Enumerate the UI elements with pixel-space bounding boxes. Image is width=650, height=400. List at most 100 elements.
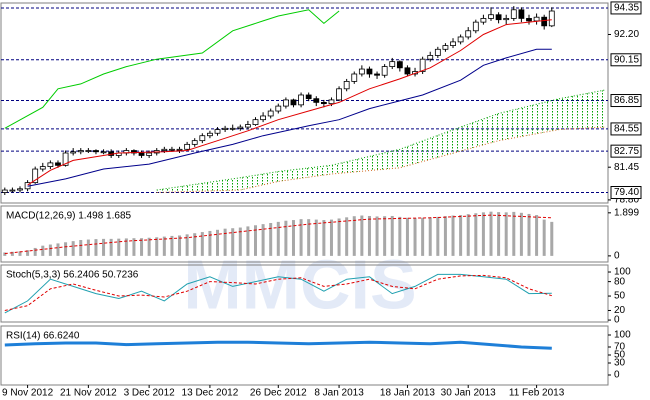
candle-body <box>533 16 540 22</box>
indicator-line <box>4 9 340 129</box>
histogram-bar <box>299 219 303 256</box>
candle-body <box>199 135 206 142</box>
level-box <box>610 94 642 108</box>
candle-body <box>176 148 183 151</box>
histogram-bar <box>443 216 447 256</box>
candle-body <box>260 115 266 121</box>
x-tick-label: 26 Dec 2012 <box>250 388 307 399</box>
histogram-bar <box>542 219 546 256</box>
y-tick-label: 30 <box>614 358 626 369</box>
histogram-bar <box>512 211 516 256</box>
histogram-bar <box>337 218 341 256</box>
candle-body <box>207 132 213 137</box>
histogram-bar <box>10 251 14 256</box>
level-label: 82.75 <box>614 146 639 157</box>
candle-body <box>1 189 8 193</box>
candle-body <box>17 188 23 191</box>
y-tick-label: 78.80 <box>614 195 639 206</box>
candle-body <box>548 10 555 27</box>
histogram-bar <box>185 234 189 256</box>
y-tick-label: 81.45 <box>614 162 639 173</box>
candle-body <box>100 151 107 154</box>
candle-body <box>214 129 221 134</box>
histogram-bar <box>170 235 174 256</box>
y-tick-label: 92.20 <box>614 29 639 40</box>
y-tick-label: 20 <box>614 305 626 316</box>
histogram-bar <box>535 215 539 256</box>
histogram-bar <box>413 218 417 256</box>
candle-body <box>320 101 327 105</box>
panel-frame <box>0 2 609 204</box>
candle-body <box>427 55 434 60</box>
candle-body <box>282 99 289 107</box>
indicator-line <box>4 273 552 314</box>
panel-frame <box>0 205 609 263</box>
histogram-bar <box>519 212 523 256</box>
histogram-bar <box>428 217 432 256</box>
candle-body <box>472 21 479 32</box>
candle-body <box>138 152 145 156</box>
panel-title: Stoch(5,3,3) 56.2406 50.7236 <box>6 270 139 281</box>
candle-body <box>85 150 92 152</box>
candle-body <box>389 61 396 67</box>
y-tick-label: 100 <box>614 267 631 278</box>
histogram-bar <box>261 224 265 256</box>
x-tick-label: 9 Nov 2012 <box>2 388 54 399</box>
candle-body <box>275 105 282 112</box>
panel-title: RSI(14) 66.6240 <box>6 331 80 342</box>
histogram-bar <box>231 228 235 256</box>
histogram-bar <box>155 237 159 256</box>
histogram-bar <box>421 217 425 256</box>
histogram-bar <box>474 213 478 256</box>
indicator-line <box>27 48 552 187</box>
histogram-bar <box>216 229 220 256</box>
y-tick-label: 80 <box>614 276 626 287</box>
candle-body <box>222 127 229 130</box>
histogram-bar <box>79 240 83 256</box>
candle-body <box>358 68 365 75</box>
candle-body <box>366 68 373 75</box>
histogram-bar <box>33 247 37 256</box>
histogram-bar <box>102 238 106 256</box>
candle-body <box>70 151 77 154</box>
candle-body <box>313 98 320 103</box>
level-box <box>610 144 642 158</box>
histogram-bar <box>375 216 379 256</box>
candle-body <box>374 73 380 76</box>
x-tick-label: 18 Jan 2013 <box>380 388 435 399</box>
y-tick-label: 0 <box>614 315 620 326</box>
candle-body <box>381 66 388 76</box>
candle-body <box>252 119 259 126</box>
histogram-bar <box>140 238 144 256</box>
histogram-bar <box>246 226 250 256</box>
candle-body <box>396 61 403 69</box>
candle-body <box>450 41 456 46</box>
level-box <box>610 186 642 200</box>
level-box <box>610 122 642 136</box>
histogram-bar <box>405 217 409 256</box>
candle-body <box>442 45 449 50</box>
histogram-bar <box>117 238 121 256</box>
candle-body <box>245 124 251 128</box>
histogram-bar <box>307 219 311 256</box>
indicator-line <box>4 214 552 255</box>
candle-body <box>465 30 472 38</box>
histogram-bar <box>398 216 402 256</box>
level-box <box>610 53 642 67</box>
x-tick-label: 8 Jan 2013 <box>314 388 364 399</box>
candle-body <box>336 88 342 101</box>
candle-body <box>480 18 487 23</box>
candle-body <box>191 140 198 145</box>
y-tick-label: 50 <box>614 350 626 361</box>
candle-body <box>419 58 426 72</box>
histogram-bar <box>223 228 227 256</box>
candle-body <box>510 9 517 19</box>
histogram-bar <box>360 215 364 256</box>
level-label: 90.15 <box>614 54 639 65</box>
candle-body <box>39 166 46 170</box>
histogram-bar <box>291 220 295 256</box>
candle-body <box>328 99 335 105</box>
histogram-bar <box>200 232 204 256</box>
